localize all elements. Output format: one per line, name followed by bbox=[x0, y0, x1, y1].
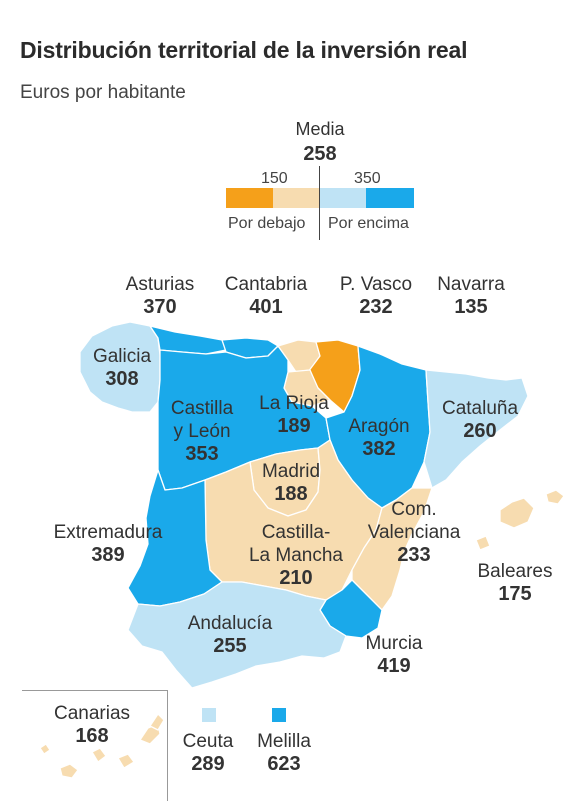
label-aragon-value: 382 bbox=[362, 438, 396, 460]
label-galicia-value: 308 bbox=[105, 368, 139, 390]
label-melilla-name: Melilla bbox=[257, 731, 311, 752]
label-valenciana-name2: Valenciana bbox=[367, 522, 461, 543]
region-baleares-ibiza bbox=[475, 535, 491, 551]
label-castilla-mancha-value: 210 bbox=[279, 567, 313, 589]
label-extremadura: Extremadura 389 bbox=[48, 521, 168, 567]
label-castilla-mancha-name1: Castilla- bbox=[261, 522, 331, 543]
label-cataluna-name: Cataluña bbox=[441, 398, 519, 419]
label-cantabria-name: Cantabria bbox=[224, 274, 308, 295]
label-madrid: Madrid 188 bbox=[231, 460, 351, 506]
legend-swatch-strong-above bbox=[366, 188, 414, 208]
region-canarias-3 bbox=[117, 753, 135, 769]
label-baleares-name: Baleares bbox=[477, 561, 553, 582]
label-canarias-name: Canarias bbox=[53, 703, 131, 724]
legend-above-label: Por encima bbox=[328, 215, 409, 232]
label-andalucia-name: Andalucía bbox=[187, 613, 273, 634]
label-pvasco-name: P. Vasco bbox=[339, 274, 413, 295]
label-asturias: Asturias 370 bbox=[100, 273, 220, 319]
label-navarra: Navarra 135 bbox=[411, 273, 531, 319]
label-murcia-name: Murcia bbox=[365, 633, 423, 654]
label-baleares: Baleares 175 bbox=[455, 560, 569, 606]
legend-swatch-mild-below bbox=[273, 188, 319, 208]
label-canarias: Canarias 168 bbox=[32, 702, 152, 748]
label-cataluna: Cataluña 260 bbox=[420, 397, 540, 443]
ceuta-swatch bbox=[202, 708, 216, 722]
legend-tick-low: 150 bbox=[261, 170, 288, 187]
melilla-swatch bbox=[272, 708, 286, 722]
label-madrid-value: 188 bbox=[274, 483, 308, 505]
label-galicia-name: Galicia bbox=[92, 346, 152, 367]
label-pvasco: P. Vasco 232 bbox=[316, 273, 436, 319]
label-cantabria-value: 401 bbox=[249, 296, 283, 318]
label-extremadura-name: Extremadura bbox=[53, 522, 163, 543]
label-madrid-name: Madrid bbox=[261, 461, 321, 482]
region-asturias bbox=[149, 325, 227, 355]
label-andalucia: Andalucía 255 bbox=[170, 612, 290, 658]
label-ceuta-name: Ceuta bbox=[182, 731, 234, 752]
label-ceuta: Ceuta 289 bbox=[148, 730, 268, 776]
label-castilla-leon: Castilla y León 353 bbox=[142, 397, 262, 466]
legend-mean-divider bbox=[319, 166, 320, 240]
label-galicia: Galicia 308 bbox=[62, 345, 182, 391]
chart-title: Distribución territorial de la inversión… bbox=[20, 37, 468, 63]
label-ceuta-value: 289 bbox=[191, 753, 225, 775]
label-castilla-mancha-name2: La Mancha bbox=[248, 545, 343, 566]
label-castilla-leon-value: 353 bbox=[185, 443, 219, 465]
region-baleares bbox=[499, 497, 535, 529]
label-extremadura-value: 389 bbox=[91, 544, 125, 566]
label-murcia-value: 419 bbox=[377, 655, 411, 677]
canarias-inset-frame bbox=[22, 690, 168, 801]
label-pvasco-value: 232 bbox=[359, 296, 393, 318]
label-asturias-value: 370 bbox=[143, 296, 177, 318]
legend-mean-label: Media bbox=[295, 119, 345, 139]
region-baleares-menorca bbox=[545, 489, 565, 505]
label-baleares-value: 175 bbox=[498, 583, 532, 605]
chart-subtitle: Euros por habitante bbox=[20, 82, 186, 103]
label-valenciana-name1: Com. bbox=[391, 499, 437, 520]
label-aragon-name: Aragón bbox=[348, 416, 410, 437]
label-cataluna-value: 260 bbox=[463, 420, 497, 442]
label-aragon: Aragón 382 bbox=[319, 415, 439, 461]
label-valenciana: Com. Valenciana 233 bbox=[354, 498, 474, 567]
region-canarias-1 bbox=[59, 763, 79, 779]
region-andalucia bbox=[127, 581, 347, 689]
region-valenciana bbox=[351, 487, 433, 611]
region-canarias-2 bbox=[91, 747, 107, 763]
region-canarias-5 bbox=[149, 713, 165, 731]
legend-tick-high: 350 bbox=[354, 170, 381, 187]
label-andalucia-value: 255 bbox=[213, 635, 247, 657]
label-asturias-name: Asturias bbox=[125, 274, 195, 295]
label-rioja: La Rioja 189 bbox=[234, 392, 354, 438]
legend-below-label: Por debajo bbox=[228, 215, 306, 232]
label-rioja-name: La Rioja bbox=[259, 393, 329, 414]
label-cantabria: Cantabria 401 bbox=[206, 273, 326, 319]
label-canarias-value: 168 bbox=[75, 725, 109, 747]
label-rioja-value: 189 bbox=[277, 415, 311, 437]
label-melilla: Melilla 623 bbox=[224, 730, 344, 776]
label-navarra-value: 135 bbox=[454, 296, 488, 318]
legend-swatch-strong-below bbox=[226, 188, 273, 208]
label-castilla-leon-name1: Castilla bbox=[170, 398, 234, 419]
label-murcia: Murcia 419 bbox=[334, 632, 454, 678]
region-canarias-6 bbox=[39, 743, 51, 755]
label-valenciana-value: 233 bbox=[397, 544, 431, 566]
label-castilla-mancha: Castilla- La Mancha 210 bbox=[236, 521, 356, 590]
legend-swatch-mild-above bbox=[320, 188, 366, 208]
legend-mean-value: 258 bbox=[303, 143, 337, 165]
label-navarra-name: Navarra bbox=[437, 274, 505, 295]
label-melilla-value: 623 bbox=[267, 753, 301, 775]
region-cataluna bbox=[423, 369, 529, 489]
label-castilla-leon-name2: y León bbox=[173, 421, 231, 442]
